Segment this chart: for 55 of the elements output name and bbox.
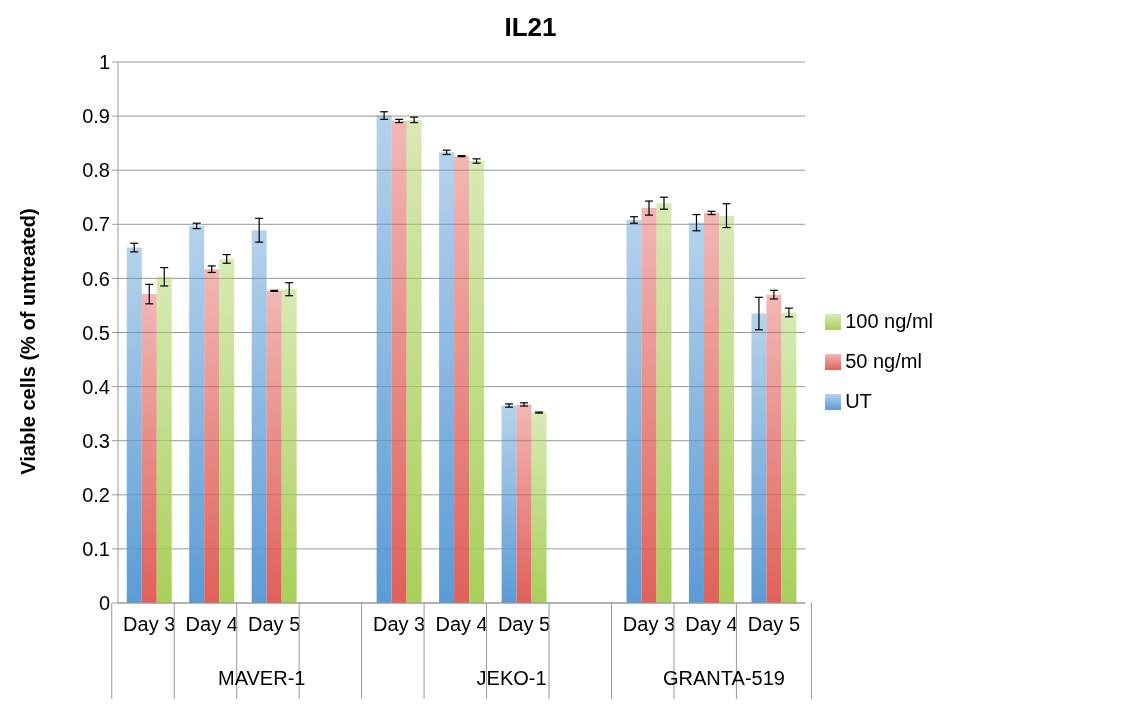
bar xyxy=(531,412,547,603)
bar xyxy=(703,212,719,603)
bar xyxy=(281,289,297,603)
y-tick-label: 0.7 xyxy=(82,213,110,236)
bar xyxy=(376,115,392,603)
bar xyxy=(501,405,517,603)
bar xyxy=(189,225,205,603)
bar xyxy=(781,312,797,603)
x-tick-label: Day 3 xyxy=(123,613,176,635)
y-tick-label: 0.8 xyxy=(82,159,110,182)
x-tick-label: Day 3 xyxy=(372,613,426,635)
x-tick-label: Day 5 xyxy=(497,613,551,635)
bar xyxy=(688,222,704,603)
x-tick-label: Day 4 xyxy=(185,613,238,635)
bar xyxy=(469,161,485,603)
bar xyxy=(251,230,267,603)
bar xyxy=(766,294,782,603)
bar xyxy=(516,404,532,603)
y-tick-label: 0.2 xyxy=(82,483,110,506)
bar xyxy=(156,276,172,603)
bar xyxy=(391,120,407,603)
bar xyxy=(751,313,767,603)
bar xyxy=(641,208,657,603)
legend-label: UT xyxy=(845,389,872,412)
y-axis-title: Viable cells (% of untreated) xyxy=(16,207,40,475)
bar xyxy=(718,215,734,603)
y-tick-label: 1 xyxy=(98,51,110,74)
bar xyxy=(204,269,220,603)
bar xyxy=(266,290,282,603)
y-tick-label: 0.5 xyxy=(82,321,110,344)
y-tick-label: 0.6 xyxy=(82,267,110,290)
y-tick-label: 0.4 xyxy=(82,375,110,398)
legend-label: 100 ng/ml xyxy=(845,309,933,332)
text: MAVER-1 xyxy=(218,667,306,689)
bar xyxy=(126,247,142,603)
x-tick-label: Day 3 xyxy=(622,613,676,635)
y-tick-label: 0.1 xyxy=(82,538,110,560)
y-tick-label: 0 xyxy=(98,592,110,615)
bar xyxy=(439,152,455,603)
bar xyxy=(626,219,642,603)
legend-label: 50 ng/ml xyxy=(845,349,922,372)
bar xyxy=(219,258,235,603)
bar xyxy=(454,156,470,603)
chart-title: IL21 xyxy=(503,12,558,43)
y-tick-label: 0.9 xyxy=(82,105,110,128)
bar xyxy=(656,203,672,603)
text: JEKO-1 xyxy=(476,667,547,689)
x-tick-label: Day 4 xyxy=(435,613,488,635)
bar xyxy=(406,119,422,603)
bar xyxy=(141,294,157,603)
x-tick-label: Day 5 xyxy=(248,613,301,635)
x-tick-label: Day 4 xyxy=(685,613,738,635)
x-tick-label: Day 5 xyxy=(747,613,801,635)
text: GRANTA-519 xyxy=(663,667,785,689)
y-tick-label: 0.3 xyxy=(82,429,110,452)
